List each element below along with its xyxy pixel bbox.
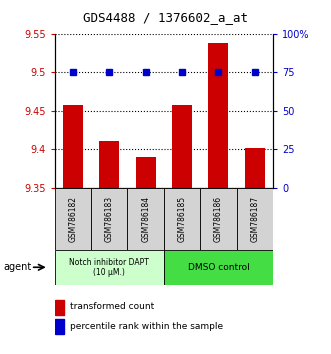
Bar [172, 105, 192, 188]
Bar [99, 141, 119, 188]
Text: DMSO control: DMSO control [188, 263, 249, 272]
Bar [91, 188, 127, 250]
Text: GSM786186: GSM786186 [214, 195, 223, 242]
Bar [209, 43, 228, 188]
Bar [237, 188, 273, 250]
Text: percentile rank within the sample: percentile rank within the sample [70, 322, 223, 331]
Bar [55, 319, 65, 334]
Bar [63, 105, 83, 188]
Bar [55, 299, 65, 314]
Bar [164, 250, 273, 285]
Text: GSM786183: GSM786183 [105, 195, 114, 242]
Text: transformed count: transformed count [70, 302, 154, 312]
Bar [200, 188, 237, 250]
Text: GDS4488 / 1376602_a_at: GDS4488 / 1376602_a_at [83, 11, 248, 24]
Text: GSM786182: GSM786182 [68, 196, 77, 241]
Text: GSM786184: GSM786184 [141, 195, 150, 242]
Bar [245, 148, 265, 188]
Text: GSM786187: GSM786187 [250, 195, 260, 242]
Bar [136, 157, 156, 188]
Text: agent: agent [3, 262, 31, 272]
Text: GSM786185: GSM786185 [177, 195, 187, 242]
Bar [164, 188, 200, 250]
Text: Notch inhibitor DAPT
(10 μM.): Notch inhibitor DAPT (10 μM.) [69, 258, 149, 277]
Bar [127, 188, 164, 250]
Bar [55, 250, 164, 285]
Bar [55, 188, 91, 250]
